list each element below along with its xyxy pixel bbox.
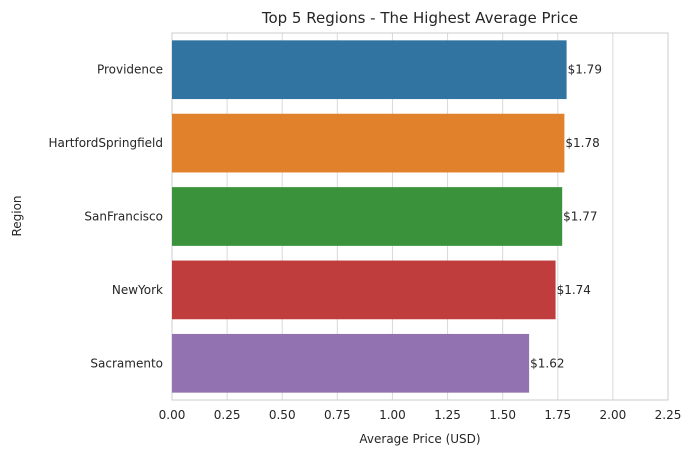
data-labels-layer: $1.79 $1.78 $1.77 $1.74 $1.62 bbox=[530, 63, 602, 371]
y-axis-label: Region bbox=[10, 195, 24, 236]
bar bbox=[172, 187, 563, 246]
data-label: $1.74 bbox=[557, 283, 591, 297]
data-label: $1.77 bbox=[563, 210, 597, 224]
bar bbox=[172, 333, 530, 393]
x-tick-label: 1.25 bbox=[434, 408, 461, 422]
x-tick-label: 0.25 bbox=[214, 408, 241, 422]
y-tick-label: SanFrancisco bbox=[84, 210, 163, 224]
y-tick-label: Sacramento bbox=[90, 356, 163, 370]
bar bbox=[172, 113, 565, 173]
bar bbox=[172, 40, 567, 100]
x-tick-label: 0.75 bbox=[324, 408, 351, 422]
bar bbox=[172, 260, 556, 320]
data-label: $1.78 bbox=[565, 136, 599, 150]
x-tick-label: 2.25 bbox=[655, 408, 682, 422]
x-tick-label: 0.50 bbox=[269, 408, 296, 422]
y-tick-label: Providence bbox=[97, 63, 163, 77]
x-tick-label: 1.00 bbox=[379, 408, 406, 422]
data-label: $1.62 bbox=[530, 356, 564, 370]
data-label: $1.79 bbox=[568, 63, 602, 77]
bars-layer bbox=[172, 40, 567, 393]
x-tick-label: 2.00 bbox=[600, 408, 627, 422]
x-axis-label: Average Price (USD) bbox=[359, 432, 480, 446]
y-tick-label: HartfordSpringfield bbox=[48, 136, 163, 150]
chart-title: Top 5 Regions - The Highest Average Pric… bbox=[261, 9, 578, 27]
x-tick-label: 0.00 bbox=[159, 408, 186, 422]
x-tick-label: 1.50 bbox=[489, 408, 516, 422]
ticks-layer: 0.00 0.25 0.50 0.75 1.00 1.25 1.50 1.75 2.00 2.25… bbox=[48, 63, 681, 422]
x-tick-label: 1.75 bbox=[544, 408, 571, 422]
y-tick-label: NewYork bbox=[112, 283, 163, 297]
